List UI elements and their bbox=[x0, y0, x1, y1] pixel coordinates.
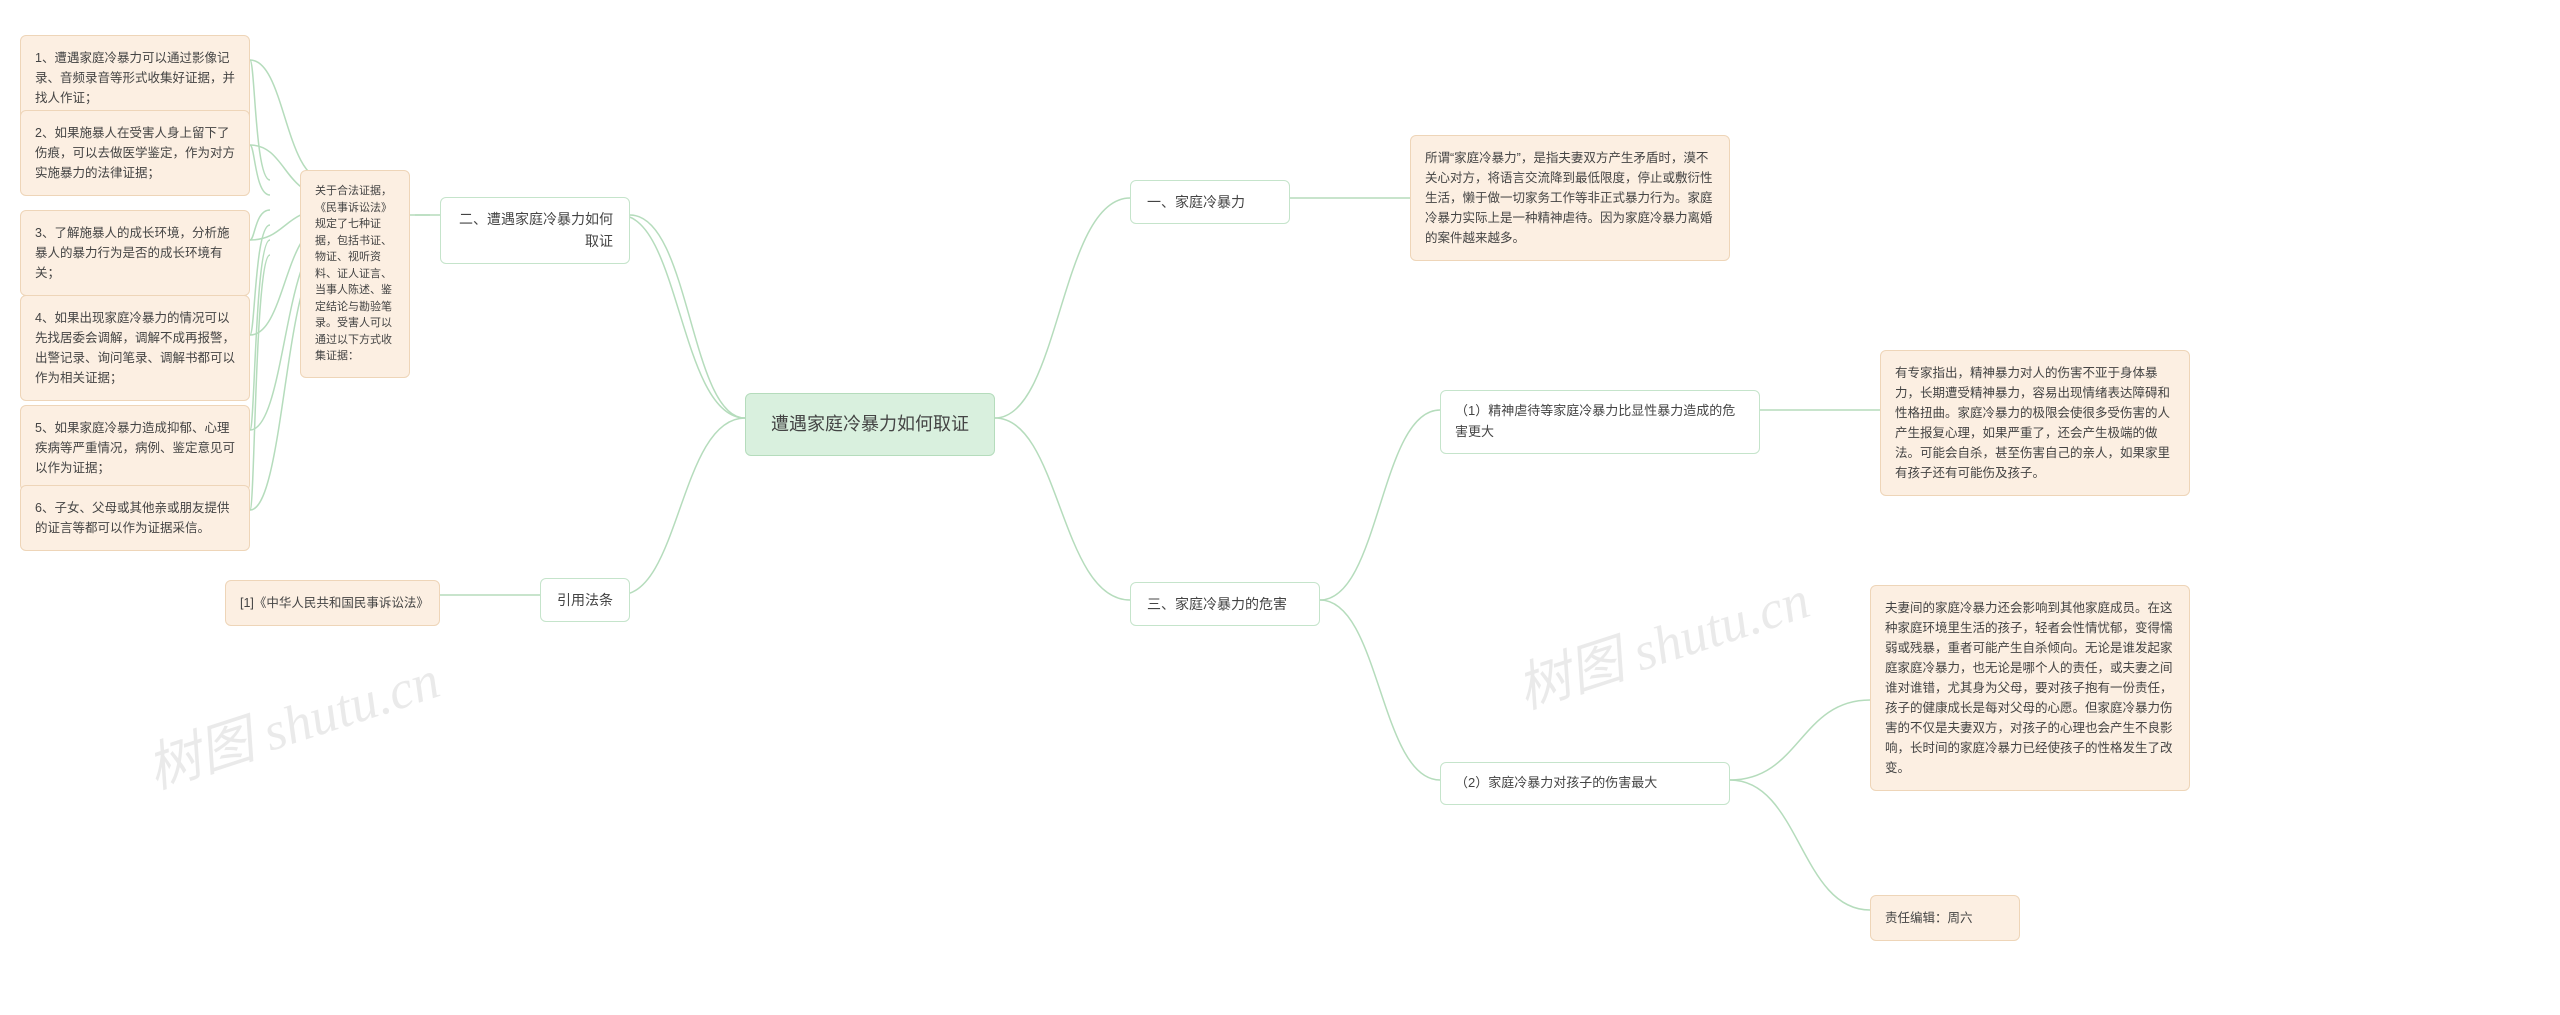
root-node[interactable]: 遭遇家庭冷暴力如何取证 bbox=[745, 393, 995, 456]
branch-3-sub-1-leaf: 有专家指出，精神暴力对人的伤害不亚于身体暴力，长期遭受精神暴力，容易出现情绪表达… bbox=[1880, 350, 2190, 496]
branch-ref[interactable]: 引用法条 bbox=[540, 578, 630, 622]
branch-2-item-2: 2、如果施暴人在受害人身上留下了伤痕，可以去做医学鉴定，作为对方实施暴力的法律证… bbox=[20, 110, 250, 196]
watermark: 树图 shutu.cn bbox=[135, 635, 448, 804]
branch-2-item-3: 3、了解施暴人的成长环境，分析施暴人的暴力行为是否的成长环境有关； bbox=[20, 210, 250, 296]
branch-2-item-4: 4、如果出现家庭冷暴力的情况可以先找居委会调解，调解不成再报警，出警记录、询问笔… bbox=[20, 295, 250, 401]
branch-2[interactable]: 二、遭遇家庭冷暴力如何取证 bbox=[440, 197, 630, 264]
watermark: 树图 shutu.cn bbox=[1505, 555, 1818, 724]
branch-3-sub-1[interactable]: （1）精神虐待等家庭冷暴力比显性暴力造成的危害更大 bbox=[1440, 390, 1760, 454]
branch-2-intro: 关于合法证据，《民事诉讼法》规定了七种证据，包括书证、物证、视听资料、证人证言、… bbox=[300, 170, 410, 378]
branch-3[interactable]: 三、家庭冷暴力的危害 bbox=[1130, 582, 1320, 626]
branch-2-item-5: 5、如果家庭冷暴力造成抑郁、心理疾病等严重情况，病例、鉴定意见可以作为证据； bbox=[20, 405, 250, 491]
branch-3-sub-2-leaf-1: 夫妻间的家庭冷暴力还会影响到其他家庭成员。在这种家庭环境里生活的孩子，轻者会性情… bbox=[1870, 585, 2190, 791]
branch-1-leaf: 所谓“家庭冷暴力”，是指夫妻双方产生矛盾时，漠不关心对方，将语言交流降到最低限度… bbox=[1410, 135, 1730, 261]
branch-2-item-6: 6、子女、父母或其他亲或朋友提供的证言等都可以作为证据采信。 bbox=[20, 485, 250, 551]
branch-2-item-1: 1、遭遇家庭冷暴力可以通过影像记录、音频录音等形式收集好证据，并找人作证； bbox=[20, 35, 250, 121]
connectors-layer bbox=[0, 0, 2560, 1015]
branch-1[interactable]: 一、家庭冷暴力 bbox=[1130, 180, 1290, 224]
connectors-layer-2 bbox=[0, 0, 2560, 1015]
branch-3-sub-2[interactable]: （2）家庭冷暴力对孩子的伤害最大 bbox=[1440, 762, 1730, 805]
branch-3-sub-2-leaf-2: 责任编辑：周六 bbox=[1870, 895, 2020, 941]
branch-ref-leaf: [1]《中华人民共和国民事诉讼法》 bbox=[225, 580, 440, 626]
